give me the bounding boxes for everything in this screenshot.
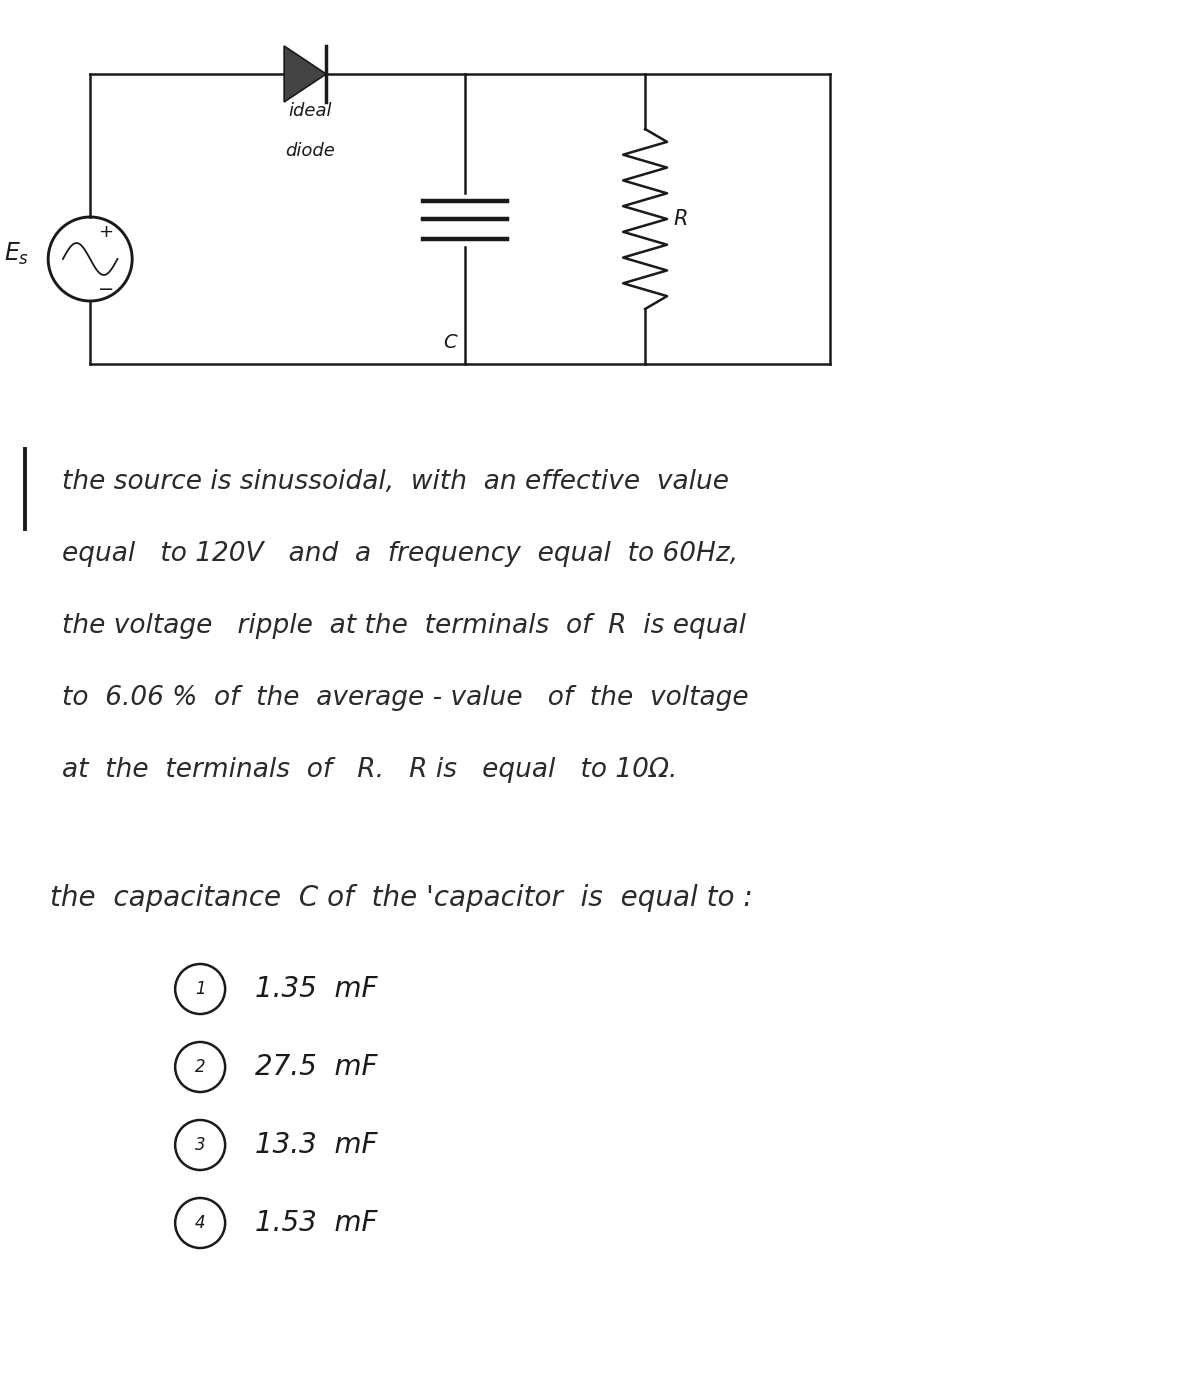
Polygon shape — [284, 46, 326, 102]
Text: ideal: ideal — [288, 102, 332, 120]
Text: to  6.06 %  of  the  average - value   of  the  voltage: to 6.06 % of the average - value of the … — [62, 685, 749, 711]
Text: −: − — [98, 280, 114, 299]
Text: equal   to 120V   and  a  frequency  equal  to 60Hz,: equal to 120V and a frequency equal to 6… — [62, 541, 738, 567]
Text: 13.3  mF: 13.3 mF — [256, 1131, 378, 1158]
Text: +: + — [98, 223, 113, 241]
Text: at  the  terminals  of   R.   R is   equal   to 10Ω.: at the terminals of R. R is equal to 10Ω… — [62, 757, 678, 783]
Text: 2: 2 — [194, 1057, 205, 1075]
Text: 1.35  mF: 1.35 mF — [256, 974, 378, 1003]
Text: 1.53  mF: 1.53 mF — [256, 1210, 378, 1237]
Text: the  capacitance  C of  the 'capacitor  is  equal to :: the capacitance C of the 'capacitor is e… — [50, 884, 752, 912]
Text: 27.5  mF: 27.5 mF — [256, 1053, 378, 1081]
Text: C: C — [444, 334, 457, 352]
Text: 3: 3 — [194, 1136, 205, 1154]
Text: diode: diode — [286, 143, 335, 161]
Text: the voltage   ripple  at the  terminals  of  R  is equal: the voltage ripple at the terminals of R… — [62, 613, 746, 639]
Text: R: R — [673, 209, 688, 228]
Text: the source is sinussoidal,  with  an effective  value: the source is sinussoidal, with an effec… — [62, 469, 730, 495]
Text: 4: 4 — [194, 1214, 205, 1232]
Text: 1: 1 — [194, 980, 205, 998]
Text: $\mathit{E_s}$: $\mathit{E_s}$ — [4, 241, 29, 267]
